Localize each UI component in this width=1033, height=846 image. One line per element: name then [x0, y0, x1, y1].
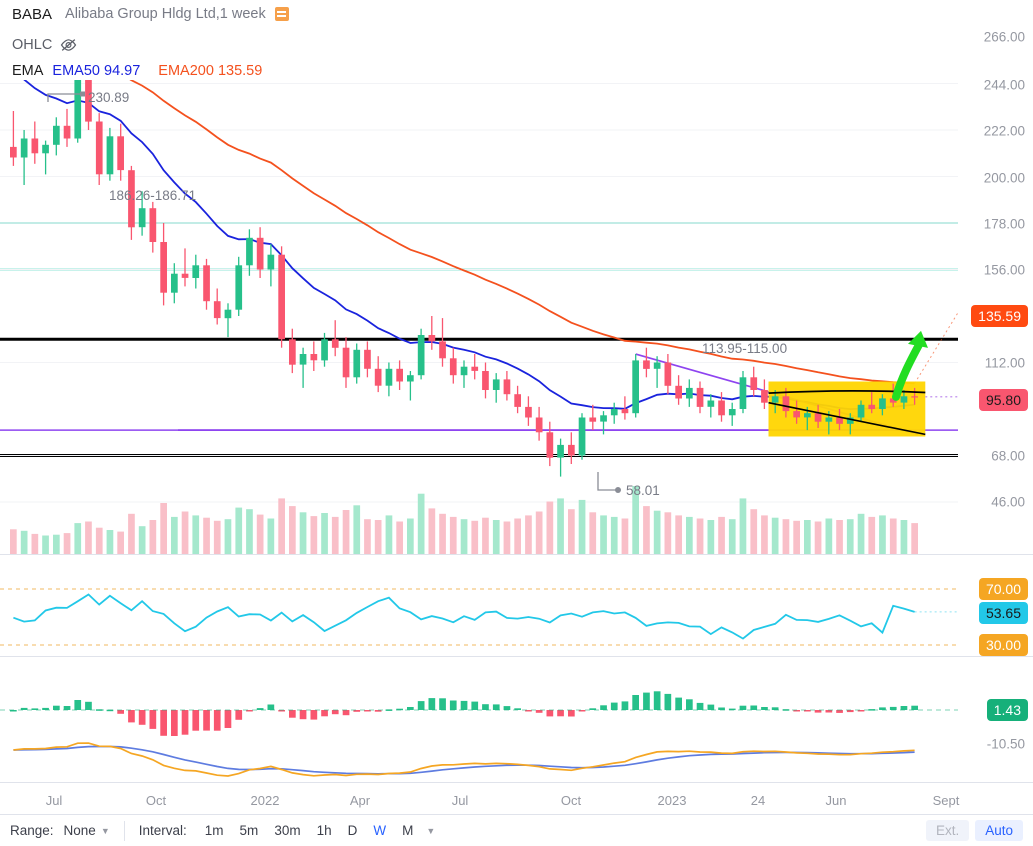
- price-tick-5: 156.00: [983, 262, 1025, 278]
- time-tick-5: Oct: [560, 793, 582, 808]
- ohlc-label: OHLC: [12, 37, 53, 53]
- interval-1h[interactable]: 1h: [316, 823, 332, 838]
- price-tick-0: 266.00: [983, 29, 1025, 45]
- price-tick-4: 178.00: [983, 216, 1025, 232]
- interval-label: Interval:: [138, 823, 187, 838]
- price-pane[interactable]: [0, 80, 958, 554]
- rsi-upper-badge: 70.00: [978, 578, 1028, 600]
- time-tick-3: Apr: [349, 793, 371, 808]
- chart-header: BABA Alibaba Group Hldg Ltd,1 week: [0, 0, 1033, 28]
- range-value: None: [63, 823, 96, 838]
- time-tick-7: 24: [750, 793, 766, 808]
- chevron-down-icon: ▼: [100, 826, 110, 837]
- interval-m[interactable]: M: [402, 823, 414, 838]
- annotation-high: 230.89: [88, 90, 130, 105]
- interval-5m[interactable]: 5m: [239, 823, 259, 838]
- time-tick-9: Sept: [932, 793, 960, 808]
- symbol-description: Alibaba Group Hldg Ltd,1 week: [65, 6, 266, 22]
- last-price-badge: 95.80: [978, 389, 1028, 411]
- annotation-mid-zone: 113.95-115.00: [702, 341, 788, 356]
- price-tick-2: 222.00: [983, 123, 1025, 139]
- ema-legend-row: EMA EMA50 94.97 EMA200 135.59: [12, 63, 262, 79]
- price-axis[interactable]: 266.00 244.00 222.00 200.00 178.00 156.0…: [958, 0, 1033, 782]
- ext-hours-button[interactable]: Ext.: [925, 820, 970, 841]
- macd-lower-tick: -10.50: [986, 736, 1025, 752]
- macd-pane[interactable]: [0, 660, 958, 782]
- eye-off-icon[interactable]: [60, 38, 77, 52]
- axis-divider-1: [958, 554, 1033, 555]
- interval-chevron-down-icon[interactable]: ▼: [426, 825, 436, 836]
- rsi-pane[interactable]: [0, 557, 958, 655]
- ohlc-legend-row: OHLC: [12, 37, 77, 53]
- price-tick-6: 112.00: [984, 355, 1025, 371]
- interval-1m[interactable]: 1m: [204, 823, 224, 838]
- toolbar-divider: [123, 820, 125, 841]
- time-tick-1: Oct: [145, 793, 167, 808]
- annotation-resistance-zone: 186.26-186.71: [109, 188, 197, 203]
- time-tick-8: Jun: [825, 793, 847, 808]
- price-tick-8: 46.00: [991, 494, 1025, 510]
- price-tick-1: 244.00: [983, 77, 1025, 93]
- rsi-lower-badge: 30.00: [978, 634, 1028, 656]
- price-tick-3: 200.00: [983, 170, 1025, 186]
- macd-current-badge: 1.43: [986, 699, 1028, 721]
- time-tick-0: Jul: [45, 793, 63, 808]
- ema200-value[interactable]: EMA200 135.59: [158, 63, 263, 79]
- annotation-low: 58.01: [626, 483, 660, 498]
- auto-scale-button[interactable]: Auto: [975, 820, 1023, 841]
- range-label: Range:: [10, 823, 54, 838]
- time-tick-6: 2023: [657, 793, 687, 808]
- time-tick-4: Jul: [451, 793, 469, 808]
- price-tick-7: 68.00: [991, 448, 1025, 464]
- price-chart-svg[interactable]: [0, 80, 958, 554]
- time-axis[interactable]: Jul Oct 2022 Apr Jul Oct 2023 24 Jun Sep…: [0, 782, 1033, 815]
- notes-icon[interactable]: [274, 7, 289, 21]
- rsi-chart-svg[interactable]: [0, 557, 958, 655]
- interval-30m[interactable]: 30m: [274, 823, 301, 838]
- rsi-current-badge: 53.65: [978, 602, 1028, 624]
- interval-d[interactable]: D: [347, 823, 358, 838]
- bottom-toolbar[interactable]: Range: None ▼ Interval: 1m 5m 30m 1h D W …: [0, 814, 1033, 846]
- axis-divider-2: [958, 656, 1033, 657]
- range-select[interactable]: None ▼: [64, 823, 110, 838]
- interval-w[interactable]: W: [373, 823, 387, 838]
- pane-divider-1: [0, 554, 1033, 555]
- ema-label: EMA: [12, 63, 44, 79]
- ema200-price-badge: 135.59: [971, 305, 1028, 327]
- pane-divider-2: [0, 656, 1033, 657]
- macd-chart-svg[interactable]: [0, 660, 958, 782]
- time-tick-2: 2022: [250, 793, 280, 808]
- symbol-ticker[interactable]: BABA: [12, 5, 53, 23]
- ema50-value[interactable]: EMA50 94.97: [52, 63, 141, 79]
